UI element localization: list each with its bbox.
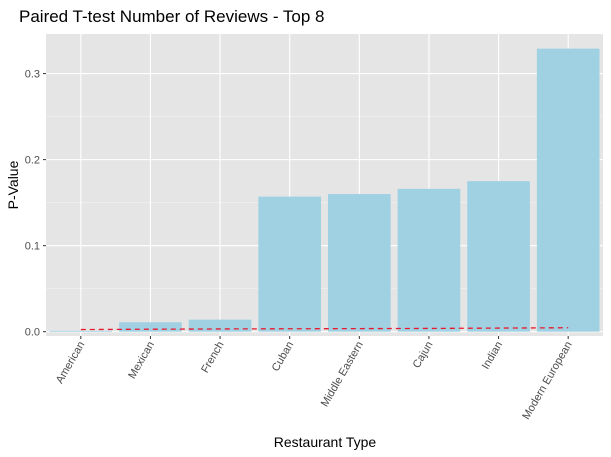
bar-cajun — [397, 188, 461, 332]
bar-modern-european — [536, 48, 600, 332]
x-tick-label: Middle Eastern — [319, 340, 366, 410]
y-axis: 0.0 0.1 0.2 0.3 — [25, 69, 46, 339]
bar-cuban — [258, 196, 322, 332]
bar-french — [188, 319, 252, 332]
bar-american — [49, 330, 113, 332]
x-tick-label: American — [54, 340, 88, 386]
x-tick-label: Indian — [480, 340, 505, 372]
bar-middle-eastern — [327, 194, 391, 332]
y-tick-label: 0.1 — [25, 241, 40, 253]
x-tick-label: French — [199, 340, 227, 376]
bars — [49, 48, 600, 332]
y-tick-label: 0.0 — [25, 327, 40, 339]
x-tick-label: Modern European — [520, 340, 574, 422]
x-tick-label: Mexican — [126, 340, 157, 381]
x-tick-label: Cuban — [270, 340, 297, 374]
y-tick-label: 0.2 — [25, 155, 40, 167]
y-axis-title: P-Value — [5, 160, 21, 209]
x-tick-label: Cajun — [411, 340, 436, 371]
x-axis-title: Restaurant Type — [274, 434, 377, 450]
chart-title: Paired T-test Number of Reviews - Top 8 — [19, 7, 325, 26]
reference-line — [80, 327, 569, 331]
y-tick-label: 0.3 — [25, 69, 40, 81]
reference-dashed-line — [80, 327, 569, 331]
bar-indian — [467, 181, 530, 332]
x-axis: American Mexican French Cuban Middle Eastern… — [54, 336, 575, 422]
bar-mexican — [119, 322, 182, 332]
